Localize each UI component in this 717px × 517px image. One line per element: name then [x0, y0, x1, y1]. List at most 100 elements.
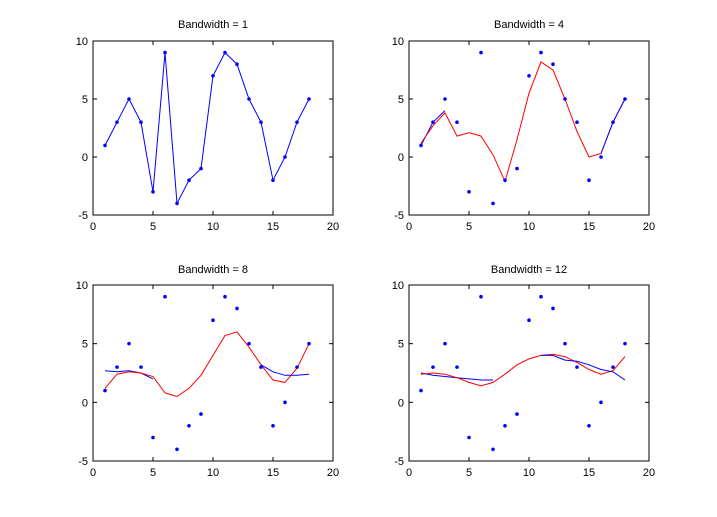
data-point — [431, 365, 435, 369]
data-point — [431, 120, 435, 124]
data-point — [163, 50, 167, 55]
x-tick-label: 10 — [207, 221, 219, 233]
series-line — [420, 353, 626, 387]
data-point — [151, 435, 155, 440]
y-tick-label: 5 — [82, 94, 88, 106]
subplot-title: Bandwidth = 8 — [178, 264, 248, 276]
y-tick-label: 0 — [398, 152, 404, 164]
y-tick-label: 10 — [76, 36, 88, 48]
data-point — [575, 365, 579, 369]
data-point — [551, 306, 555, 311]
x-tick-label: 10 — [523, 467, 535, 479]
x-tick-label: 5 — [466, 467, 472, 479]
y-tick-label: 10 — [392, 36, 404, 48]
y-tick-label: 5 — [398, 94, 404, 106]
y-tick-label: 0 — [82, 397, 88, 409]
x-tick-label: 20 — [327, 467, 339, 479]
data-point — [587, 424, 591, 428]
data-point — [527, 74, 531, 78]
data-point — [127, 97, 131, 101]
subplot-title: Bandwidth = 1 — [178, 19, 248, 31]
data-point — [115, 120, 119, 124]
data-point — [271, 424, 275, 428]
data-point — [283, 155, 287, 159]
series-line — [104, 51, 310, 206]
data-point — [307, 97, 311, 101]
subplot-title: Bandwidth = 4 — [494, 19, 564, 31]
data-point — [503, 424, 507, 428]
x-tick-label: 20 — [643, 221, 655, 233]
data-point — [599, 400, 603, 405]
data-point — [139, 120, 143, 124]
data-point — [515, 412, 519, 416]
y-tick-label: 0 — [82, 152, 88, 164]
x-tick-label: 15 — [583, 221, 595, 233]
y-tick-label: -5 — [394, 456, 404, 468]
data-point — [235, 306, 239, 311]
data-point — [127, 341, 131, 346]
data-point — [247, 341, 251, 346]
data-point — [455, 365, 459, 369]
data-point — [247, 97, 251, 101]
data-point — [283, 400, 287, 405]
data-point — [575, 120, 579, 124]
data-point — [187, 424, 191, 428]
x-tick-label: 20 — [327, 221, 339, 233]
data-point — [539, 294, 543, 299]
data-point — [491, 447, 495, 452]
data-point — [295, 120, 299, 124]
data-point — [223, 50, 227, 55]
y-tick-label: -5 — [394, 210, 404, 222]
data-point — [307, 341, 311, 346]
data-point — [295, 365, 299, 369]
data-point — [211, 74, 215, 78]
x-tick-label: 15 — [267, 467, 279, 479]
data-point — [419, 143, 423, 148]
data-point — [479, 50, 483, 55]
data-point — [623, 341, 627, 346]
subplot-title: Bandwidth = 12 — [491, 264, 567, 276]
data-point — [151, 190, 155, 194]
data-point — [479, 294, 483, 299]
y-tick-label: 10 — [392, 280, 404, 292]
data-point — [223, 294, 227, 299]
y-tick-label: -5 — [78, 210, 88, 222]
data-point — [103, 388, 107, 393]
data-point — [163, 294, 167, 299]
data-point — [551, 62, 555, 66]
data-point — [443, 97, 447, 101]
data-point — [139, 365, 143, 369]
data-point — [599, 155, 603, 159]
series-line — [420, 61, 626, 183]
data-point — [259, 365, 263, 369]
data-point — [503, 178, 507, 182]
data-point — [515, 166, 519, 171]
data-point — [455, 120, 459, 124]
data-point — [115, 365, 119, 369]
y-tick-label: 5 — [82, 339, 88, 351]
data-point — [467, 435, 471, 440]
series-line — [104, 370, 154, 380]
data-point — [527, 318, 531, 323]
data-point — [175, 201, 179, 206]
x-tick-label: 0 — [406, 221, 412, 233]
data-point — [103, 143, 107, 148]
data-point — [563, 341, 567, 346]
data-point — [539, 50, 543, 55]
data-point — [271, 178, 275, 182]
data-point — [199, 412, 203, 416]
series-line — [260, 364, 310, 376]
data-point — [611, 120, 615, 124]
data-point — [563, 97, 567, 101]
data-point — [175, 447, 179, 452]
x-tick-label: 0 — [90, 221, 96, 233]
data-point — [587, 178, 591, 182]
x-tick-label: 5 — [150, 221, 156, 233]
data-point — [611, 365, 615, 369]
x-tick-label: 15 — [583, 467, 595, 479]
